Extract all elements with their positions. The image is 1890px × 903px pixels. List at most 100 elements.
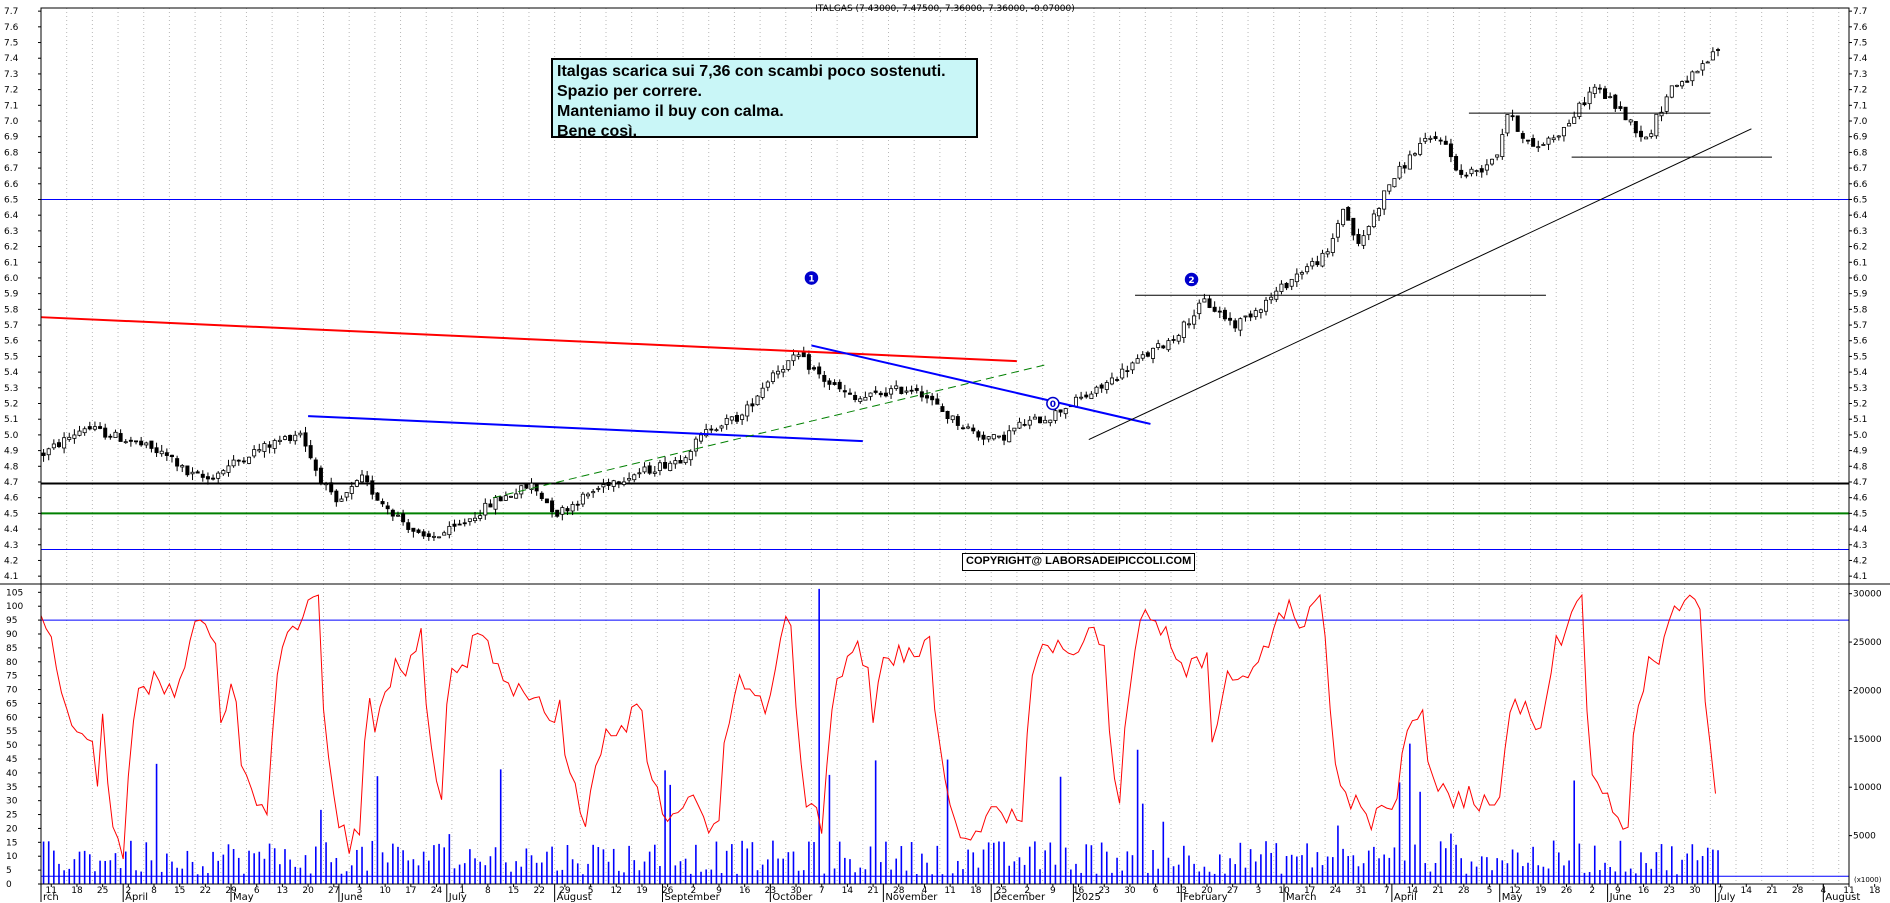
price-tick-label-left: 4.5	[4, 509, 18, 519]
osc-tick-label: 75	[6, 672, 17, 682]
annotation-marker	[804, 271, 819, 285]
note-line-1: Italgas scarica sui 7,36 con scambi poco…	[557, 63, 946, 80]
oscillator-line	[40, 593, 1716, 860]
candle-body	[139, 440, 144, 446]
candle-body	[1135, 358, 1140, 364]
candle-body	[437, 536, 442, 539]
candle-body	[1510, 115, 1515, 118]
candle-body	[1500, 134, 1505, 157]
price-tick-label-left: 7.2	[4, 86, 18, 96]
day-label: 17	[405, 886, 416, 896]
candle-body	[847, 392, 852, 395]
day-label: 4	[922, 886, 928, 896]
candle-body	[1099, 384, 1104, 389]
price-tick-label-left: 6.0	[4, 274, 19, 284]
candle-body	[863, 396, 868, 401]
price-tick-label-right: 6.2	[1853, 243, 1867, 253]
candle-body	[678, 460, 683, 464]
candle-body	[544, 498, 549, 504]
candle-body	[1207, 298, 1212, 308]
candle-body	[1536, 146, 1541, 149]
price-tick-label-left: 5.7	[4, 321, 18, 331]
candle-body	[1115, 379, 1120, 381]
day-label: 7	[819, 886, 825, 896]
candle-body	[1356, 234, 1361, 244]
candle-body	[1320, 252, 1325, 267]
month-label: 2025	[1075, 892, 1100, 903]
candle-body	[1130, 362, 1135, 371]
candle-body	[282, 436, 287, 440]
candle-body	[1464, 174, 1469, 177]
candle-body	[812, 367, 817, 370]
day-label: 21	[1766, 886, 1777, 896]
candle-body	[996, 435, 1001, 438]
candle-body	[1644, 136, 1649, 140]
price-tick-label-right: 4.7	[1853, 478, 1867, 488]
price-tick-label-left: 7.1	[4, 101, 18, 111]
candle-body	[1058, 409, 1063, 413]
candle-body	[575, 503, 580, 506]
month-label: August	[557, 892, 592, 903]
volume-tick-label: 10000	[1853, 783, 1882, 793]
month-label: May	[1502, 892, 1523, 903]
candle-body	[1063, 408, 1068, 415]
candle-body	[580, 493, 585, 505]
candle-body	[1330, 238, 1335, 253]
day-label: 11	[46, 886, 57, 896]
price-tick-label-right: 6.8	[1853, 148, 1868, 158]
day-label: 30	[1689, 886, 1701, 896]
candle-body	[555, 509, 560, 517]
candle-body	[231, 459, 236, 467]
candle-body	[950, 415, 955, 421]
price-tick-label-right: 6.6	[1853, 180, 1868, 190]
price-tick-label-left: 5.8	[4, 305, 19, 315]
candle-body	[1592, 86, 1597, 94]
candle-body	[113, 431, 118, 438]
month-label: July	[1716, 892, 1735, 903]
candle-body	[503, 495, 508, 501]
candle-body	[734, 415, 739, 422]
candle-body	[426, 533, 431, 537]
candle-body	[657, 462, 662, 471]
candle-body	[87, 426, 92, 430]
day-label: 29	[559, 886, 571, 896]
candle-body	[395, 514, 400, 517]
day-label: 1	[459, 886, 465, 896]
candle-body	[724, 418, 729, 425]
candle-body	[149, 440, 154, 449]
month-label: September	[665, 892, 721, 903]
price-tick-label-left: 6.4	[4, 211, 19, 221]
candle-body	[277, 439, 282, 442]
day-label: 2	[1024, 886, 1030, 896]
candle-body	[1603, 88, 1608, 99]
candle-body	[1613, 94, 1618, 109]
day-label: 12	[1509, 886, 1520, 896]
candle-body	[796, 354, 801, 357]
candle-body	[1104, 382, 1109, 390]
candle-body	[288, 434, 293, 441]
day-label: 31	[1355, 886, 1366, 896]
price-tick-label-right: 7.0	[1853, 117, 1868, 127]
candle-body	[67, 436, 72, 440]
candle-body	[894, 385, 899, 389]
day-label: 18	[71, 886, 83, 896]
candle-body	[1279, 283, 1284, 292]
note-line-3: Manteniamo il buy con calma.	[557, 103, 784, 120]
candle-body	[473, 517, 478, 522]
oscillator-panel	[40, 588, 1849, 884]
candle-body	[1335, 223, 1340, 238]
candle-body	[185, 465, 190, 476]
candle-body	[267, 444, 272, 448]
candle-body	[1161, 345, 1166, 349]
candle-body	[668, 462, 673, 471]
day-label: 8	[151, 886, 157, 896]
candle-body	[1407, 154, 1412, 170]
price-tick-label-left: 4.6	[4, 494, 19, 504]
day-label: 19	[636, 886, 648, 896]
day-label: 23	[765, 886, 776, 896]
candle-body	[272, 440, 277, 449]
osc-tick-label: 5	[6, 866, 12, 876]
candle-body	[986, 436, 991, 440]
candle-body	[1716, 49, 1721, 51]
